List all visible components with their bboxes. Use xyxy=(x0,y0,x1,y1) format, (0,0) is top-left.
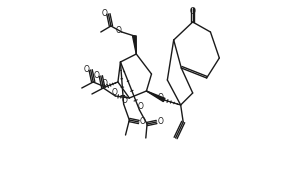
Polygon shape xyxy=(133,36,136,54)
Text: O: O xyxy=(101,9,107,18)
Text: O: O xyxy=(115,26,121,35)
Polygon shape xyxy=(147,91,165,102)
Text: O: O xyxy=(138,102,144,111)
Text: O: O xyxy=(122,96,128,105)
Text: O: O xyxy=(94,71,100,80)
Text: O: O xyxy=(158,93,164,102)
Text: O: O xyxy=(140,117,146,126)
Text: O: O xyxy=(158,117,164,126)
Text: O: O xyxy=(112,88,117,97)
Text: O: O xyxy=(190,7,196,16)
Text: O: O xyxy=(101,79,107,88)
Text: O: O xyxy=(84,65,90,74)
